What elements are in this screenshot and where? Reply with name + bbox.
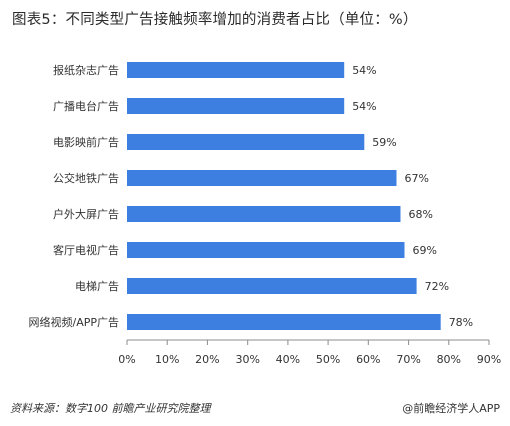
x-tick-label: 40% [276,353,300,366]
x-tick-label: 50% [316,353,340,366]
bar [127,242,405,258]
category-label: 公交地铁广告 [53,171,119,185]
value-label: 67% [405,172,429,185]
value-label: 78% [449,316,473,329]
brand-note: @前瞻经济学人APP [402,402,500,415]
chart-title: 图表5：不同类型广告接触频率增加的消费者占比（单位：%） [12,12,418,28]
category-label: 网络视频/APP广告 [29,315,120,329]
x-tick-label: 20% [195,353,219,366]
value-label: 72% [425,280,449,293]
value-label: 68% [409,208,433,221]
category-label: 广播电台广告 [53,99,119,113]
category-label: 客厅电视广告 [53,243,119,257]
value-label: 59% [372,136,396,149]
x-tick-label: 90% [477,353,501,366]
bar [127,170,397,186]
category-label: 电梯广告 [75,280,119,293]
bar [127,278,417,294]
bar [127,314,441,330]
x-tick-label: 0% [118,353,135,366]
bar [127,206,401,222]
bar [127,98,345,114]
bar [127,134,365,150]
category-label: 户外大屏广告 [53,207,119,221]
x-tick-label: 10% [155,353,179,366]
x-tick-label: 70% [396,353,420,366]
value-label: 69% [413,244,437,257]
bar [127,62,345,78]
x-tick-label: 60% [356,353,380,366]
category-label: 报纸杂志广告 [53,63,119,77]
x-tick-label: 80% [437,353,461,366]
category-label: 电影映前广告 [53,135,119,149]
source-note: 资料来源：数字100 前瞻产业研究院整理 [10,402,211,415]
value-label: 54% [352,100,376,113]
x-tick-label: 30% [235,353,259,366]
value-label: 54% [352,64,376,77]
